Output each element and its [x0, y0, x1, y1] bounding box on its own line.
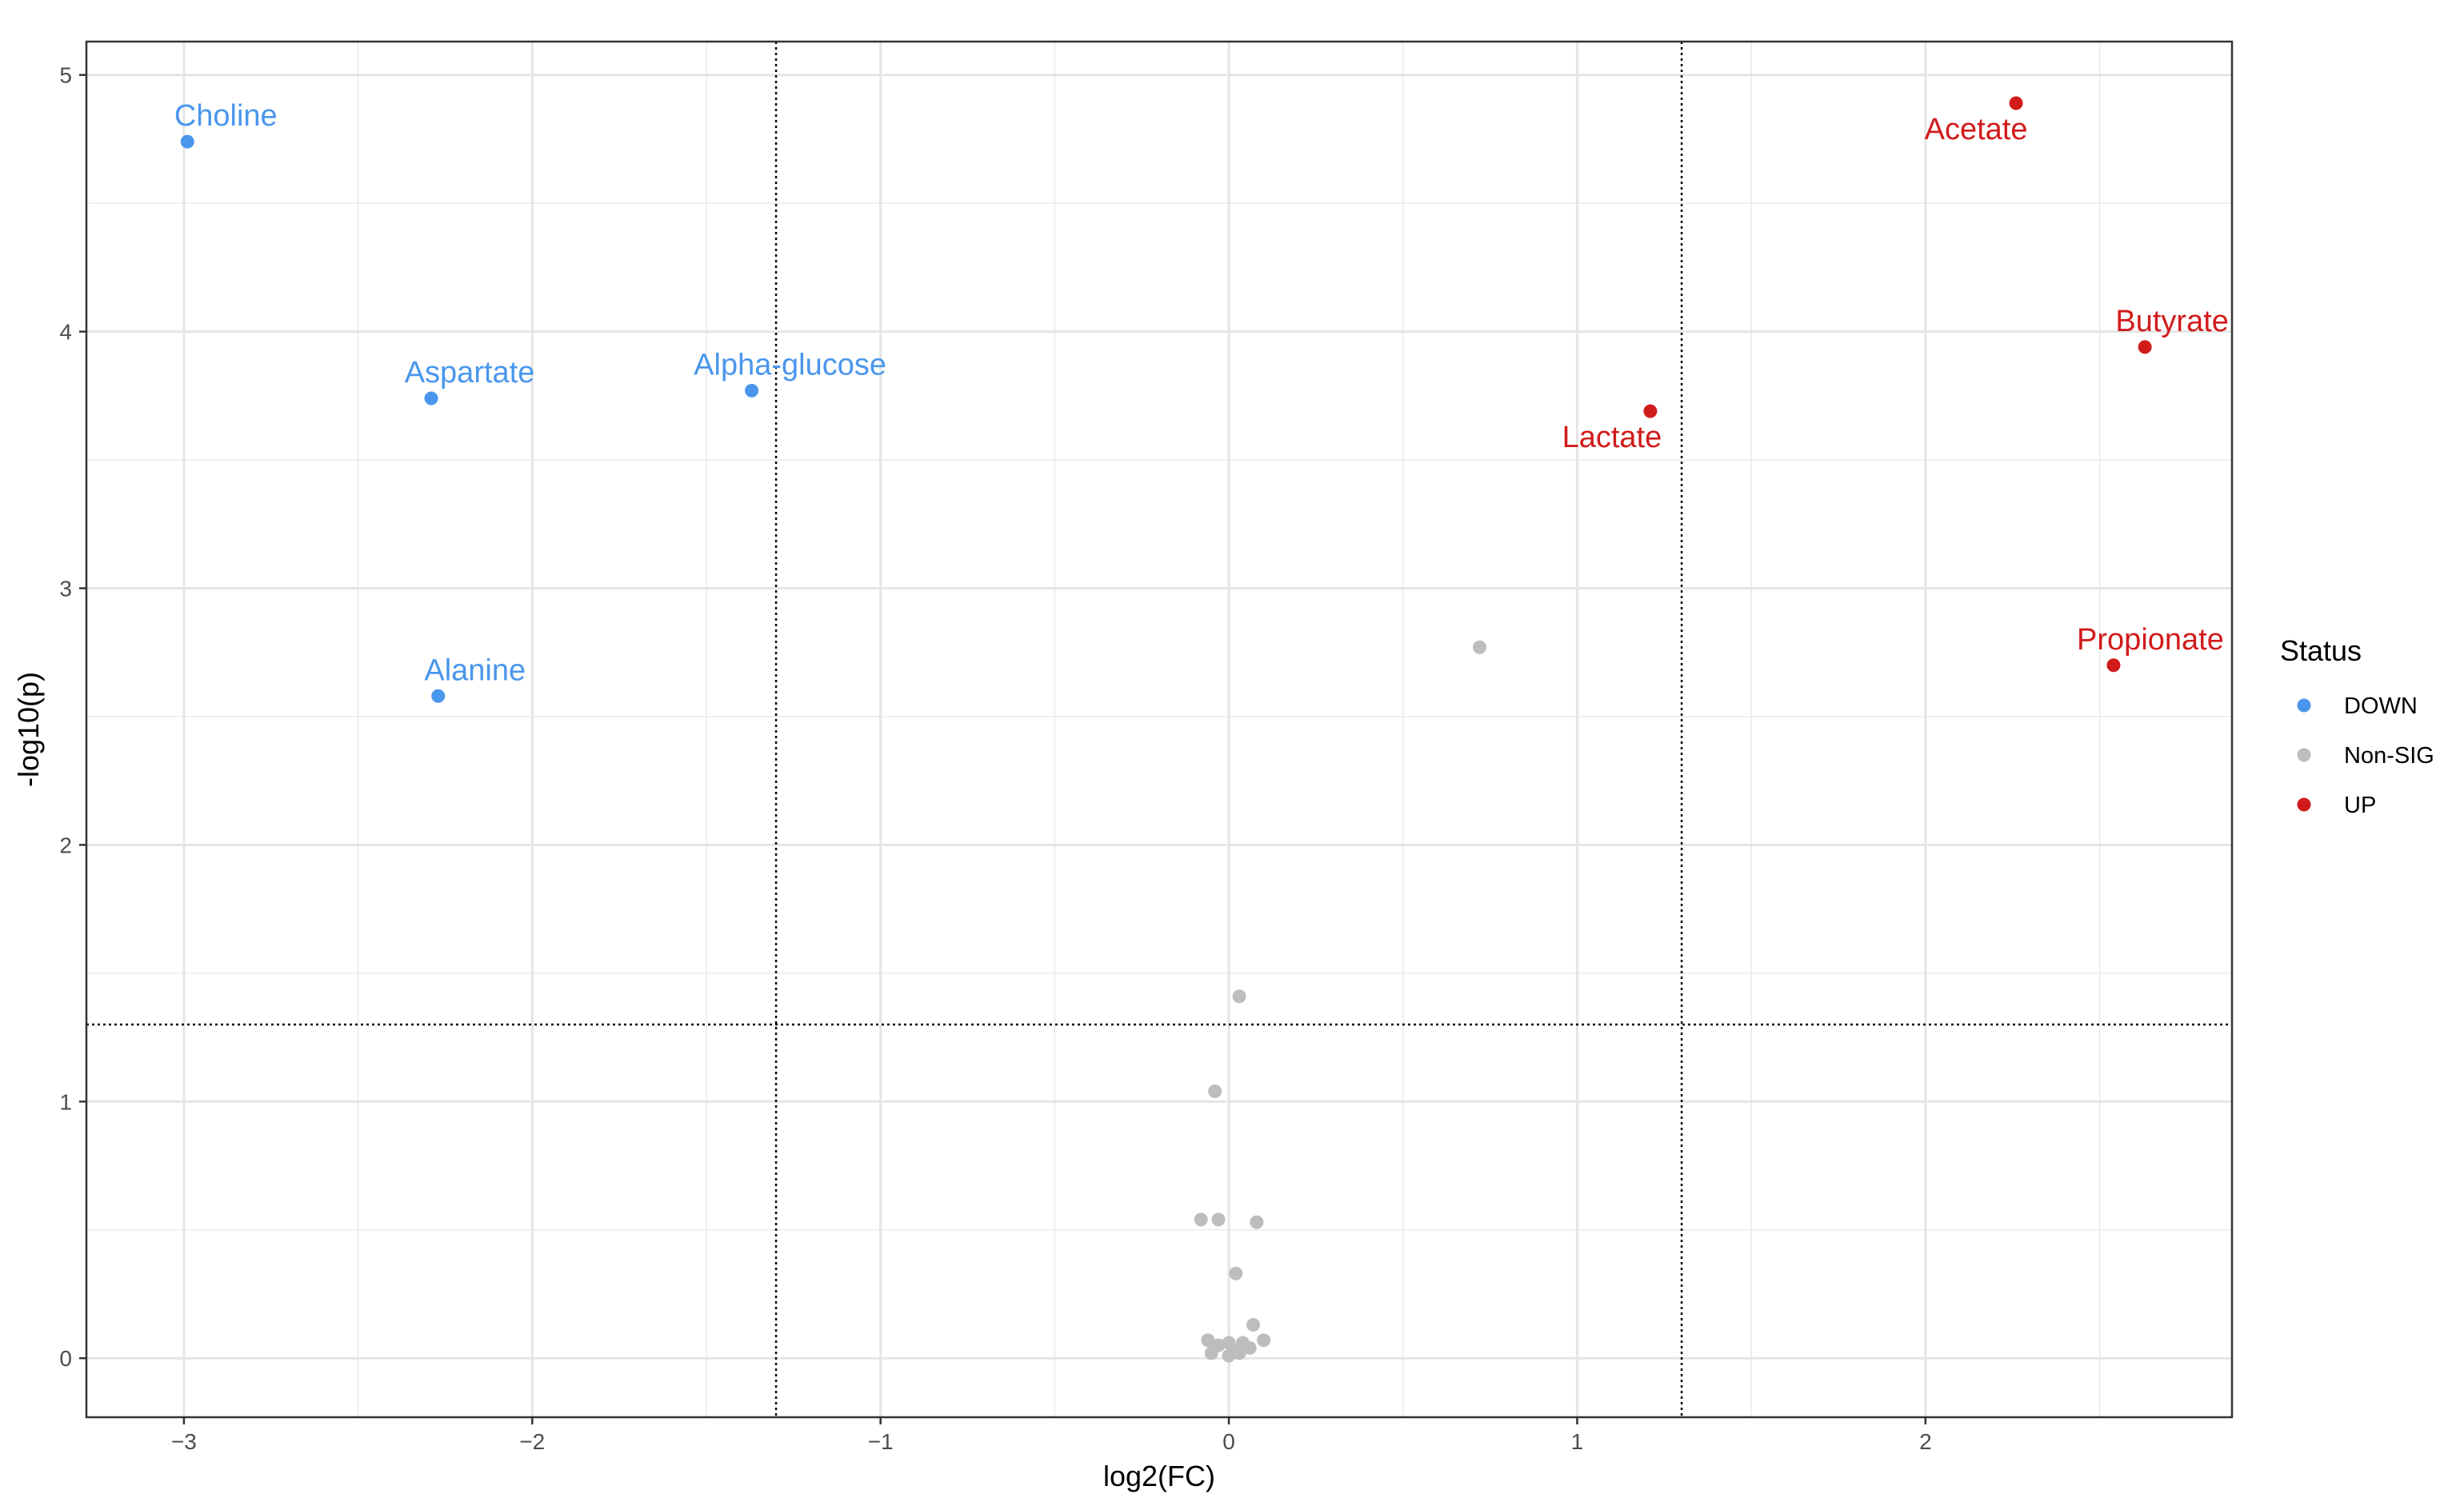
point-non-sig	[1208, 1084, 1222, 1098]
y-tick-label: 2	[59, 833, 72, 857]
point-non-sig	[1194, 1212, 1208, 1227]
point-non-sig	[1211, 1212, 1226, 1227]
x-tick-label: −2	[519, 1429, 545, 1454]
point-label-choline: Choline	[174, 99, 278, 133]
x-tick-label: −3	[171, 1429, 197, 1454]
point-non-sig	[1204, 1346, 1218, 1360]
point-choline	[180, 134, 194, 149]
y-axis: 0 1 2 3 4 5	[59, 63, 86, 1371]
point-label-aspartate: Aspartate	[405, 356, 535, 389]
y-tick-label: 1	[59, 1089, 72, 1114]
legend-key-down	[2297, 698, 2311, 713]
legend-label-non-sig: Non-SIG	[2344, 743, 2434, 769]
point-non-sig	[1201, 1333, 1215, 1348]
point-labels: Choline Aspartate Alpha-glucose Alanine Acet…	[174, 99, 2229, 687]
point-label-alanine: Alanine	[424, 653, 526, 687]
point-label-butyrate: Butyrate	[2115, 305, 2229, 338]
point-butyrate	[2138, 340, 2152, 354]
point-aspartate	[424, 391, 438, 405]
point-alpha-glucose	[745, 383, 759, 397]
legend-label-down: DOWN	[2344, 693, 2418, 719]
point-acetate	[2009, 96, 2023, 110]
point-non-sig	[1246, 1317, 1261, 1332]
x-axis: −3 −2 −1 0 1 2	[171, 1417, 1932, 1454]
legend-key-up	[2297, 797, 2311, 812]
point-lactate	[1643, 404, 1658, 418]
point-non-sig	[1257, 1333, 1271, 1348]
y-axis-title: -log10(p)	[12, 672, 45, 787]
point-label-acetate: Acetate	[1925, 113, 2028, 146]
legend-label-up: UP	[2344, 793, 2376, 818]
point-non-sig	[1242, 1340, 1257, 1355]
y-tick-label: 0	[59, 1346, 72, 1371]
minor-gridlines	[86, 42, 2232, 1417]
panel-border	[85, 40, 2234, 1419]
point-non-sig	[1232, 1346, 1246, 1360]
point-non-sig	[1229, 1266, 1243, 1280]
point-non-sig	[1222, 1348, 1236, 1363]
major-gridlines	[86, 42, 2232, 1417]
x-tick-label: 2	[1919, 1429, 1932, 1454]
y-tick-label: 5	[59, 63, 72, 88]
y-tick-label: 3	[59, 577, 72, 601]
point-non-sig	[1232, 989, 1246, 1004]
legend: Status DOWN Non-SIG UP	[2280, 634, 2434, 818]
x-axis-title: log2(FC)	[1103, 1460, 1215, 1492]
legend-key-non-sig	[2297, 748, 2311, 762]
point-label-alpha-glucose: Alpha-glucose	[694, 348, 886, 381]
x-tick-label: −1	[868, 1429, 894, 1454]
x-tick-label: 0	[1222, 1429, 1235, 1454]
point-non-sig	[1473, 640, 1487, 654]
y-tick-label: 4	[59, 320, 72, 345]
data-points	[180, 96, 2152, 1363]
x-tick-label: 1	[1571, 1429, 1584, 1454]
point-propionate	[2106, 658, 2121, 673]
point-non-sig	[1250, 1215, 1264, 1229]
point-label-propionate: Propionate	[2077, 623, 2224, 657]
point-alanine	[431, 689, 446, 703]
threshold-lines	[86, 42, 2232, 1417]
point-label-lactate: Lactate	[1562, 421, 1662, 454]
legend-title: Status	[2280, 634, 2362, 667]
